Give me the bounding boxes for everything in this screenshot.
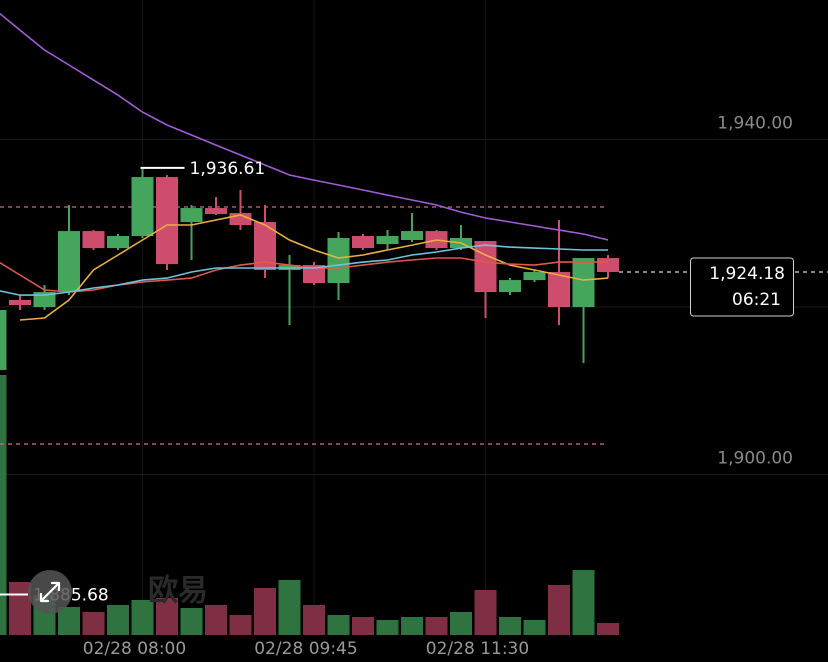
candle-body bbox=[82, 231, 105, 249]
volume-bar bbox=[327, 615, 350, 635]
volume-bar bbox=[9, 582, 31, 635]
volume-bar bbox=[205, 605, 227, 635]
moving-averages bbox=[0, 12, 609, 321]
volume-bar bbox=[474, 590, 497, 635]
candle-body bbox=[229, 213, 252, 226]
volume-bar bbox=[156, 598, 178, 635]
candle-body bbox=[58, 231, 80, 293]
ma-line bbox=[19, 214, 609, 321]
candle-body bbox=[499, 280, 521, 293]
volume-bar bbox=[572, 570, 595, 635]
high-marker-label: 1,936.61 bbox=[190, 159, 266, 179]
volume-bar bbox=[58, 607, 80, 635]
candle-body bbox=[107, 236, 129, 249]
candle-body bbox=[205, 208, 227, 215]
fullscreen-button[interactable] bbox=[28, 570, 72, 614]
ma-line bbox=[0, 257, 608, 293]
volume-bar bbox=[180, 608, 203, 635]
candle-body bbox=[548, 272, 570, 308]
candle-body bbox=[352, 236, 374, 249]
volume-bar bbox=[450, 612, 472, 635]
candle-body bbox=[376, 236, 399, 245]
volume-bar bbox=[597, 623, 619, 635]
candle-body bbox=[180, 208, 203, 223]
candle-body bbox=[156, 177, 178, 265]
volume-bar bbox=[401, 617, 423, 635]
candle-body bbox=[597, 258, 619, 273]
candle-body bbox=[523, 272, 546, 281]
volume-bar bbox=[548, 585, 570, 635]
volume-bar bbox=[303, 605, 325, 635]
candles bbox=[0, 167, 619, 371]
volume-bar bbox=[254, 588, 276, 635]
candle-body bbox=[9, 299, 31, 306]
volume-bar bbox=[425, 617, 448, 635]
candle-body bbox=[303, 265, 325, 283]
candle-body bbox=[474, 241, 497, 293]
candle-body bbox=[572, 258, 595, 308]
candle-body bbox=[254, 222, 276, 271]
x-axis: 02/28 08:00 02/28 09:45 02/28 11:30 bbox=[83, 639, 529, 659]
volume-bar bbox=[352, 617, 374, 635]
volume-bar bbox=[523, 620, 546, 635]
candle-body bbox=[327, 238, 350, 283]
x-tick-label: 02/28 08:00 bbox=[83, 639, 186, 659]
volume-bar bbox=[107, 605, 129, 635]
candle-body bbox=[401, 231, 423, 241]
volume-bar bbox=[278, 580, 301, 635]
x-tick-label: 02/28 11:30 bbox=[426, 639, 529, 659]
volume-bar bbox=[82, 612, 105, 635]
volume-bar bbox=[229, 615, 252, 635]
candle-body bbox=[0, 310, 7, 371]
volume-bar bbox=[376, 620, 399, 635]
candle-body bbox=[131, 177, 154, 237]
ma-line bbox=[0, 12, 609, 241]
volume-bar bbox=[499, 617, 521, 635]
y-tick-label: 1,940.00 bbox=[717, 114, 793, 134]
x-tick-label: 02/28 09:45 bbox=[254, 639, 357, 659]
ma-line bbox=[0, 244, 608, 296]
volume-bar bbox=[131, 600, 154, 635]
y-tick-label: 1,900.00 bbox=[717, 449, 793, 469]
volume-bar bbox=[0, 375, 7, 635]
watermark: 欧易 bbox=[148, 574, 208, 609]
fullscreen-icon[interactable] bbox=[39, 581, 61, 603]
countdown: 06:21 bbox=[732, 290, 781, 310]
reference-lines bbox=[0, 206, 608, 445]
last-price-label: 1,924.18 bbox=[709, 264, 785, 284]
last-price-box bbox=[690, 257, 794, 317]
